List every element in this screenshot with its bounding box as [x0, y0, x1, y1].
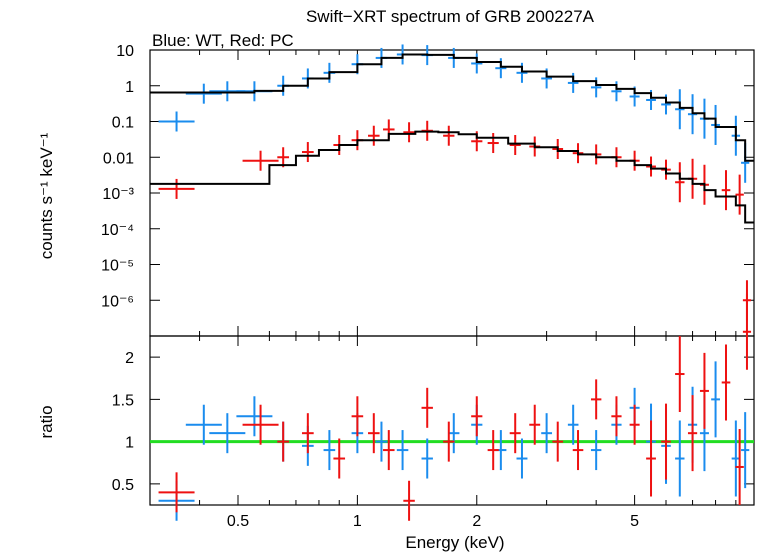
y-tick-label: 1 — [125, 435, 134, 452]
lower-ratio-panel: 0.5 1 2 5 0.5 1 1.5 2 — [112, 293, 755, 530]
y-tick-label: 0.01 — [103, 150, 134, 167]
y-tick-label: 10⁻⁶ — [101, 293, 134, 310]
pc-model-curve — [150, 130, 754, 224]
x-axis-label: Energy (keV) — [405, 533, 504, 552]
upper-spectrum-panel: 10 1 0.1 0.01 10⁻³ 10⁻⁴ 10⁻⁵ 10⁻⁶ — [101, 43, 755, 337]
y-tick-label: 0.1 — [112, 115, 134, 132]
y-tick-label: 10⁻⁵ — [101, 258, 134, 275]
y-tick-label: 10 — [116, 43, 134, 60]
y-tick-label: 0.5 — [112, 477, 134, 494]
lower-y-axis-label: ratio — [37, 405, 56, 438]
y-tick-label: 1.5 — [112, 392, 134, 409]
lower-panel-frame — [149, 335, 755, 506]
upper-y-axis-label: counts s⁻¹ keV⁻¹ — [37, 132, 56, 259]
y-tick-label: 1 — [125, 79, 134, 96]
x-tick-label: 2 — [472, 513, 481, 530]
wt-model-curve — [150, 53, 754, 162]
chart-subtitle: Blue: WT, Red: PC — [152, 31, 294, 50]
y-tick-label: 10⁻³ — [102, 186, 134, 203]
chart-title: Swift−XRT spectrum of GRB 200227A — [306, 7, 595, 26]
x-tick-label: 0.5 — [227, 513, 249, 530]
x-tick-label: 1 — [353, 513, 362, 530]
y-tick-label: 2 — [125, 350, 134, 367]
y-tick-label: 10⁻⁴ — [101, 222, 134, 239]
x-tick-label: 5 — [630, 513, 639, 530]
